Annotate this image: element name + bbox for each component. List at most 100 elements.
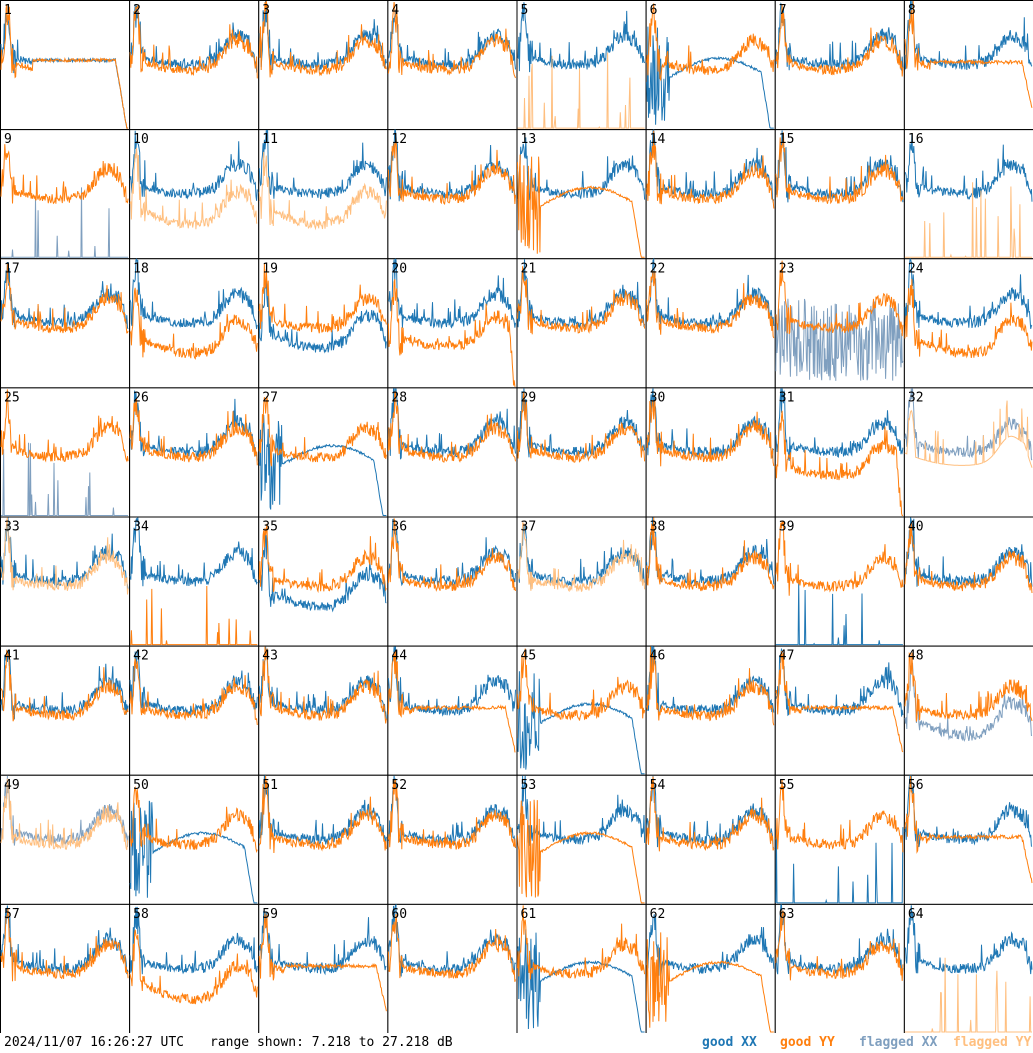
- panel-31: 31: [774, 387, 905, 518]
- panel-12-label: 12: [391, 132, 407, 147]
- panel-6: 6: [645, 0, 776, 131]
- panel-28: 28: [387, 387, 518, 518]
- panel-13: 13: [516, 129, 647, 260]
- panel-3-xx-line: [258, 0, 387, 71]
- panel-58-label: 58: [133, 907, 149, 922]
- panel-23-label: 23: [779, 261, 795, 276]
- panel-3: 3: [258, 0, 389, 131]
- panel-21-yy-line: [517, 266, 646, 335]
- panel-38-label: 38: [650, 520, 666, 535]
- panel-10: 10: [129, 129, 260, 260]
- panel-27-xx-line: [258, 414, 387, 516]
- panel-44-yy-line: [387, 651, 516, 753]
- panel-34-yy-line: [130, 585, 258, 646]
- panel-60: 60: [387, 903, 518, 1033]
- panel-55-yy-line: [775, 779, 904, 853]
- panel-8: 8: [903, 0, 1033, 131]
- panel-6-label: 6: [650, 3, 658, 18]
- panel-41: 41: [0, 645, 131, 776]
- panel-21-xx-line: [517, 259, 646, 329]
- panel-45-label: 45: [521, 649, 537, 664]
- panel-39: 39: [774, 516, 905, 647]
- panel-44-label: 44: [391, 649, 407, 664]
- panel-37-label: 37: [521, 520, 537, 535]
- panel-59: 59: [258, 903, 389, 1033]
- panel-11-yy-line: [258, 151, 387, 231]
- panel-18-label: 18: [133, 261, 149, 276]
- panel-47-xx-line: [775, 648, 904, 717]
- panel-43-yy-line: [258, 646, 387, 724]
- panel-61-yy-line: [517, 905, 646, 980]
- panel-7-xx-line: [775, 2, 904, 72]
- panel-46-label: 46: [650, 649, 666, 664]
- panel-64-xx-line: [904, 905, 1033, 975]
- panel-28-yy-line: [387, 390, 516, 463]
- panel-3-label: 3: [262, 3, 270, 18]
- panel-18-yy-line: [129, 287, 258, 360]
- panel-38-yy-line: [646, 517, 775, 592]
- panel-45: 45: [516, 645, 647, 776]
- panel-62: 62: [645, 903, 776, 1033]
- panel-55-label: 55: [779, 778, 795, 793]
- panel-8-label: 8: [908, 3, 916, 18]
- panel-48-yy-line: [904, 652, 1033, 722]
- panel-52-label: 52: [391, 778, 407, 793]
- panel-21: 21: [516, 258, 647, 389]
- panel-60-label: 60: [391, 907, 407, 922]
- panel-1-yy-line: [0, 4, 129, 129]
- panel-57-label: 57: [4, 907, 20, 922]
- legend-flagged-yy: flagged YY: [953, 1035, 1032, 1050]
- panel-19-yy-line: [258, 263, 387, 334]
- panel-35: 35: [258, 516, 389, 647]
- panel-10-xx-line: [129, 130, 258, 201]
- panel-45-xx-line: [517, 671, 645, 775]
- panel-25-yy-line: [0, 389, 129, 463]
- panel-19-xx-line: [258, 281, 387, 354]
- panel-53: 53: [516, 774, 647, 905]
- panel-26-label: 26: [133, 390, 149, 405]
- panel-51-xx-line: [258, 775, 387, 847]
- panel-44-xx-line: [387, 646, 516, 717]
- panel-26-yy-line: [129, 398, 258, 466]
- panel-19-frame: [258, 258, 389, 389]
- panel-49-label: 49: [4, 778, 20, 793]
- panel-21-label: 21: [521, 261, 537, 276]
- panel-20-label: 20: [391, 261, 407, 276]
- panel-32-frame: [903, 387, 1033, 518]
- panel-15: 15: [774, 129, 905, 260]
- panel-32: 32: [903, 387, 1033, 518]
- panel-18: 18: [129, 258, 260, 389]
- panel-32-xx-line: [904, 388, 1033, 461]
- panel-47-label: 47: [779, 649, 795, 664]
- panel-61: 61: [516, 903, 647, 1033]
- panel-48: 48: [903, 645, 1033, 776]
- panel-58-yy-line: [129, 929, 258, 1005]
- panel-56-yy-line: [904, 775, 1033, 884]
- panel-13-yy-line: [517, 154, 645, 258]
- panel-2-yy-line: [129, 4, 258, 79]
- panel-29-yy-line: [517, 392, 646, 463]
- panel-57-yy-line: [0, 908, 129, 982]
- panel-41-label: 41: [4, 649, 20, 664]
- panel-16-label: 16: [908, 132, 924, 147]
- panel-59-label: 59: [262, 907, 278, 922]
- panel-23-xx-line: [775, 298, 904, 381]
- panel-50-label: 50: [133, 778, 149, 793]
- panel-47-yy-line: [775, 651, 904, 753]
- panel-29-label: 29: [521, 390, 537, 405]
- panel-6-xx-line: [646, 26, 774, 129]
- panel-43-label: 43: [262, 649, 278, 664]
- panel-1-label: 1: [4, 3, 12, 18]
- panel-50: 50: [129, 774, 260, 905]
- panel-61-label: 61: [521, 907, 537, 922]
- panel-59-yy-line: [258, 913, 387, 1012]
- panel-8-yy-line: [904, 0, 1033, 108]
- panel-8-xx-line: [904, 0, 1033, 70]
- panel-30: 30: [645, 387, 776, 518]
- panel-57: 57: [0, 903, 131, 1033]
- panel-7-label: 7: [779, 3, 787, 18]
- timestamp: 2024/11/07 16:26:27 UTC: [4, 1035, 185, 1050]
- panel-15-label: 15: [779, 132, 795, 147]
- panel-11-label: 11: [262, 132, 278, 147]
